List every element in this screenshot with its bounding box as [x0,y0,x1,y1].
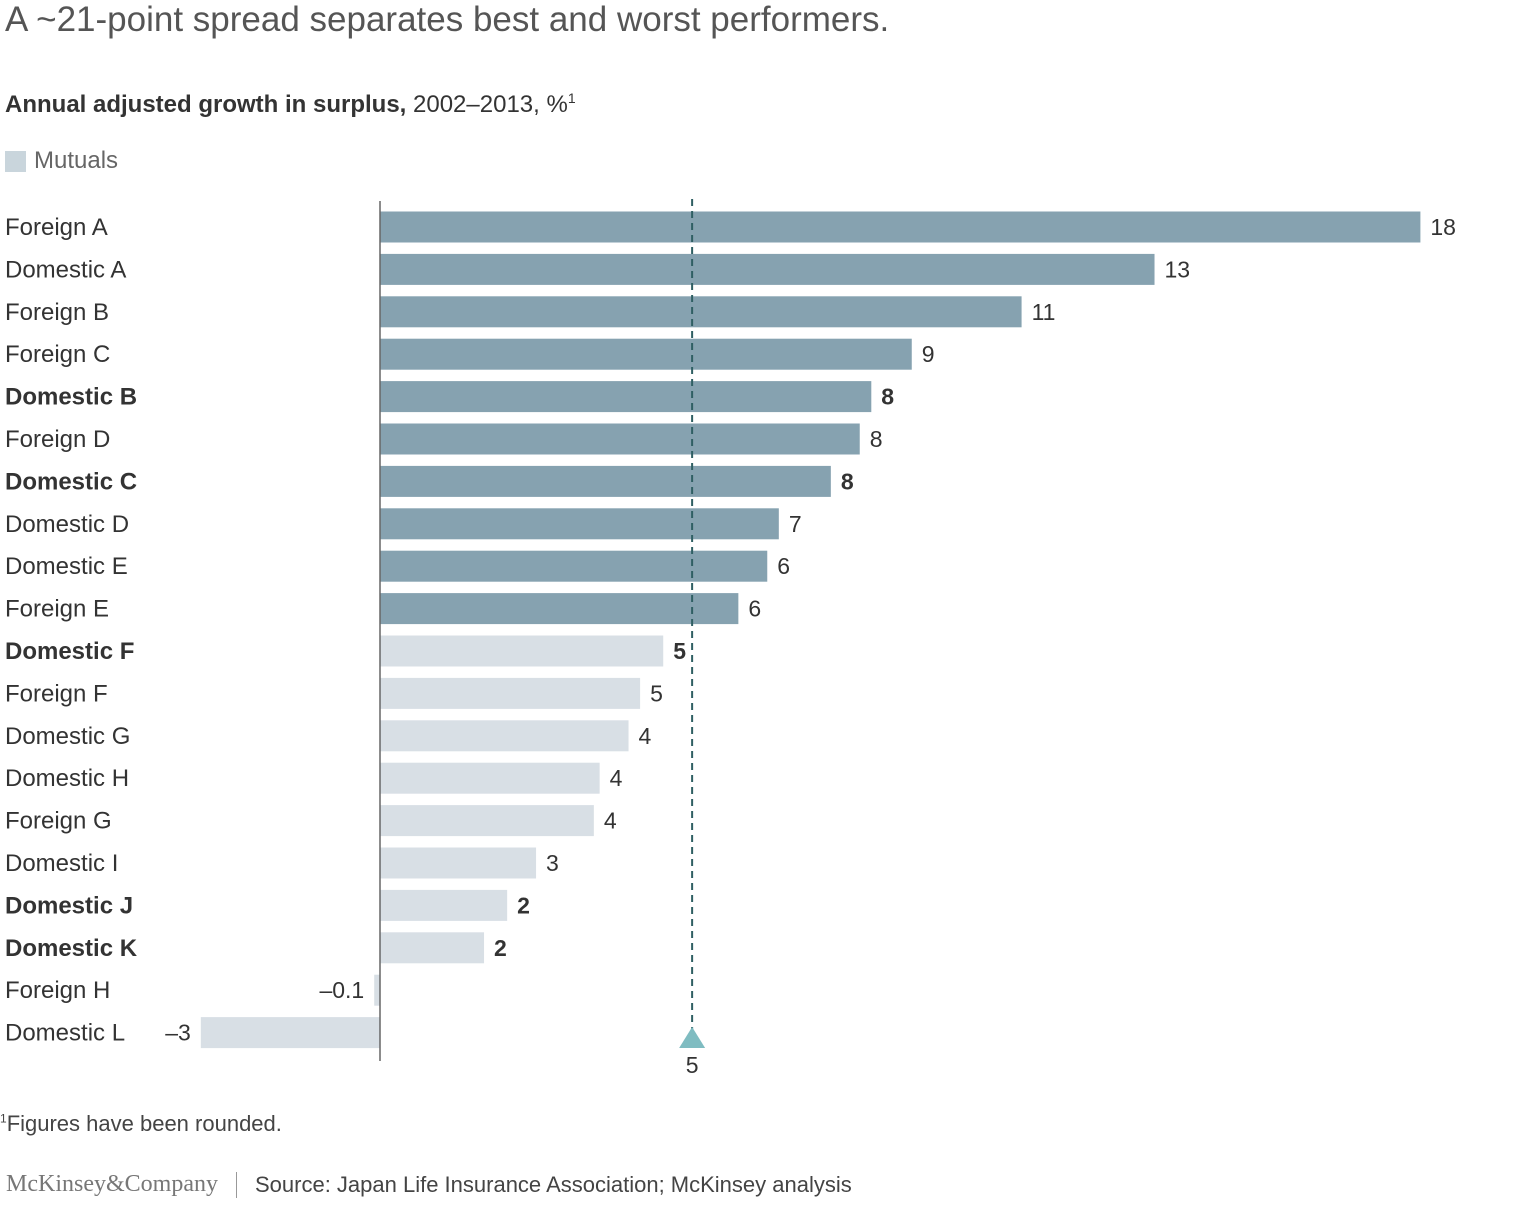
data-label: 18 [1430,214,1456,240]
data-label: –0.1 [319,977,364,1003]
chart-title: A ~21-point spread separates best and wo… [5,0,890,39]
chart-subtitle: Annual adjusted growth in surplus, 2002–… [5,90,576,119]
category-label: Domestic L [5,1020,125,1047]
footnote-text: Figures have been rounded. [6,1111,282,1136]
bar-foreign-g [380,805,594,837]
bar-domestic-b [380,381,872,413]
category-label: Domestic G [5,723,130,750]
bar-foreign-c [380,338,912,370]
data-label: 11 [1032,299,1056,325]
category-label: Domestic K [5,935,138,962]
legend: Mutuals [5,147,118,175]
bar-domestic-d [380,508,779,540]
bar-foreign-h [374,974,380,1006]
bar-domestic-l [200,1017,380,1049]
benchmark-marker-icon [679,1027,706,1048]
data-label: 8 [881,384,894,410]
category-label: Foreign H [5,977,110,1004]
data-label: 2 [517,892,530,918]
brand-logo: McKinsey&Company [6,1171,218,1197]
data-label: 5 [673,638,686,664]
bar-domestic-c [380,465,831,497]
legend-label: Mutuals [34,147,119,174]
bar-domestic-g [380,720,629,752]
footnote-mark: 1 [0,1111,7,1126]
data-label: –3 [165,1020,191,1046]
category-label: Domestic J [5,892,133,919]
bar-domestic-k [380,932,485,964]
data-label: 8 [870,426,883,452]
bar-foreign-e [380,593,739,625]
bar-chart: Foreign A 18 Domestic A 13 Foreign B 11 Foreig… [5,199,1456,1078]
data-label: 6 [748,596,761,622]
category-label: Domestic A [5,256,126,283]
bar-foreign-a [380,211,1421,243]
category-label: Foreign E [5,596,109,623]
data-label: 13 [1165,256,1191,282]
footer-divider [235,1171,237,1198]
category-label: Domestic C [5,468,137,495]
category-label: Domestic E [5,553,128,580]
category-label: Foreign B [5,299,109,326]
bar-foreign-d [380,423,860,455]
benchmark-label: 5 [686,1052,699,1078]
footnote: 1Figures have been rounded. [0,1111,282,1137]
category-label: Domestic H [5,765,129,792]
bar-domestic-i [380,847,537,879]
data-label: 3 [546,850,559,876]
subtitle-bold: Annual adjusted growth in surplus, [5,91,407,118]
category-label: Foreign C [5,341,110,368]
data-label: 4 [639,723,652,749]
data-label: 5 [650,680,663,706]
bar-domestic-j [380,889,508,921]
category-label: Domestic I [5,850,118,877]
subtitle-rest: 2002–2013, % [406,91,568,118]
category-label: Foreign D [5,426,110,453]
bar-foreign-f [380,677,641,709]
data-label: 6 [777,553,790,579]
category-label: Foreign A [5,214,108,241]
bar-foreign-b [380,296,1022,328]
subtitle-footnote-mark: 1 [567,90,576,106]
bar-domestic-a [380,253,1155,285]
bar-domestic-e [380,550,768,582]
data-label: 9 [922,341,935,367]
category-label: Foreign G [5,808,112,835]
category-label: Domestic D [5,511,129,538]
data-label: 2 [494,935,507,961]
source-text: Source: Japan Life Insurance Association… [254,1171,852,1197]
category-label: Domestic F [5,638,134,665]
data-label: 7 [789,511,802,537]
bar-domestic-h [380,762,600,794]
footer: McKinsey&Company Source: Japan Life Insu… [6,1171,852,1198]
category-label: Domestic B [5,384,137,411]
legend-swatch [5,150,26,172]
data-label: 8 [841,468,854,494]
bar-domestic-f [380,635,664,667]
data-label: 4 [610,765,623,791]
data-label: 4 [604,808,617,834]
category-label: Foreign F [5,680,108,707]
